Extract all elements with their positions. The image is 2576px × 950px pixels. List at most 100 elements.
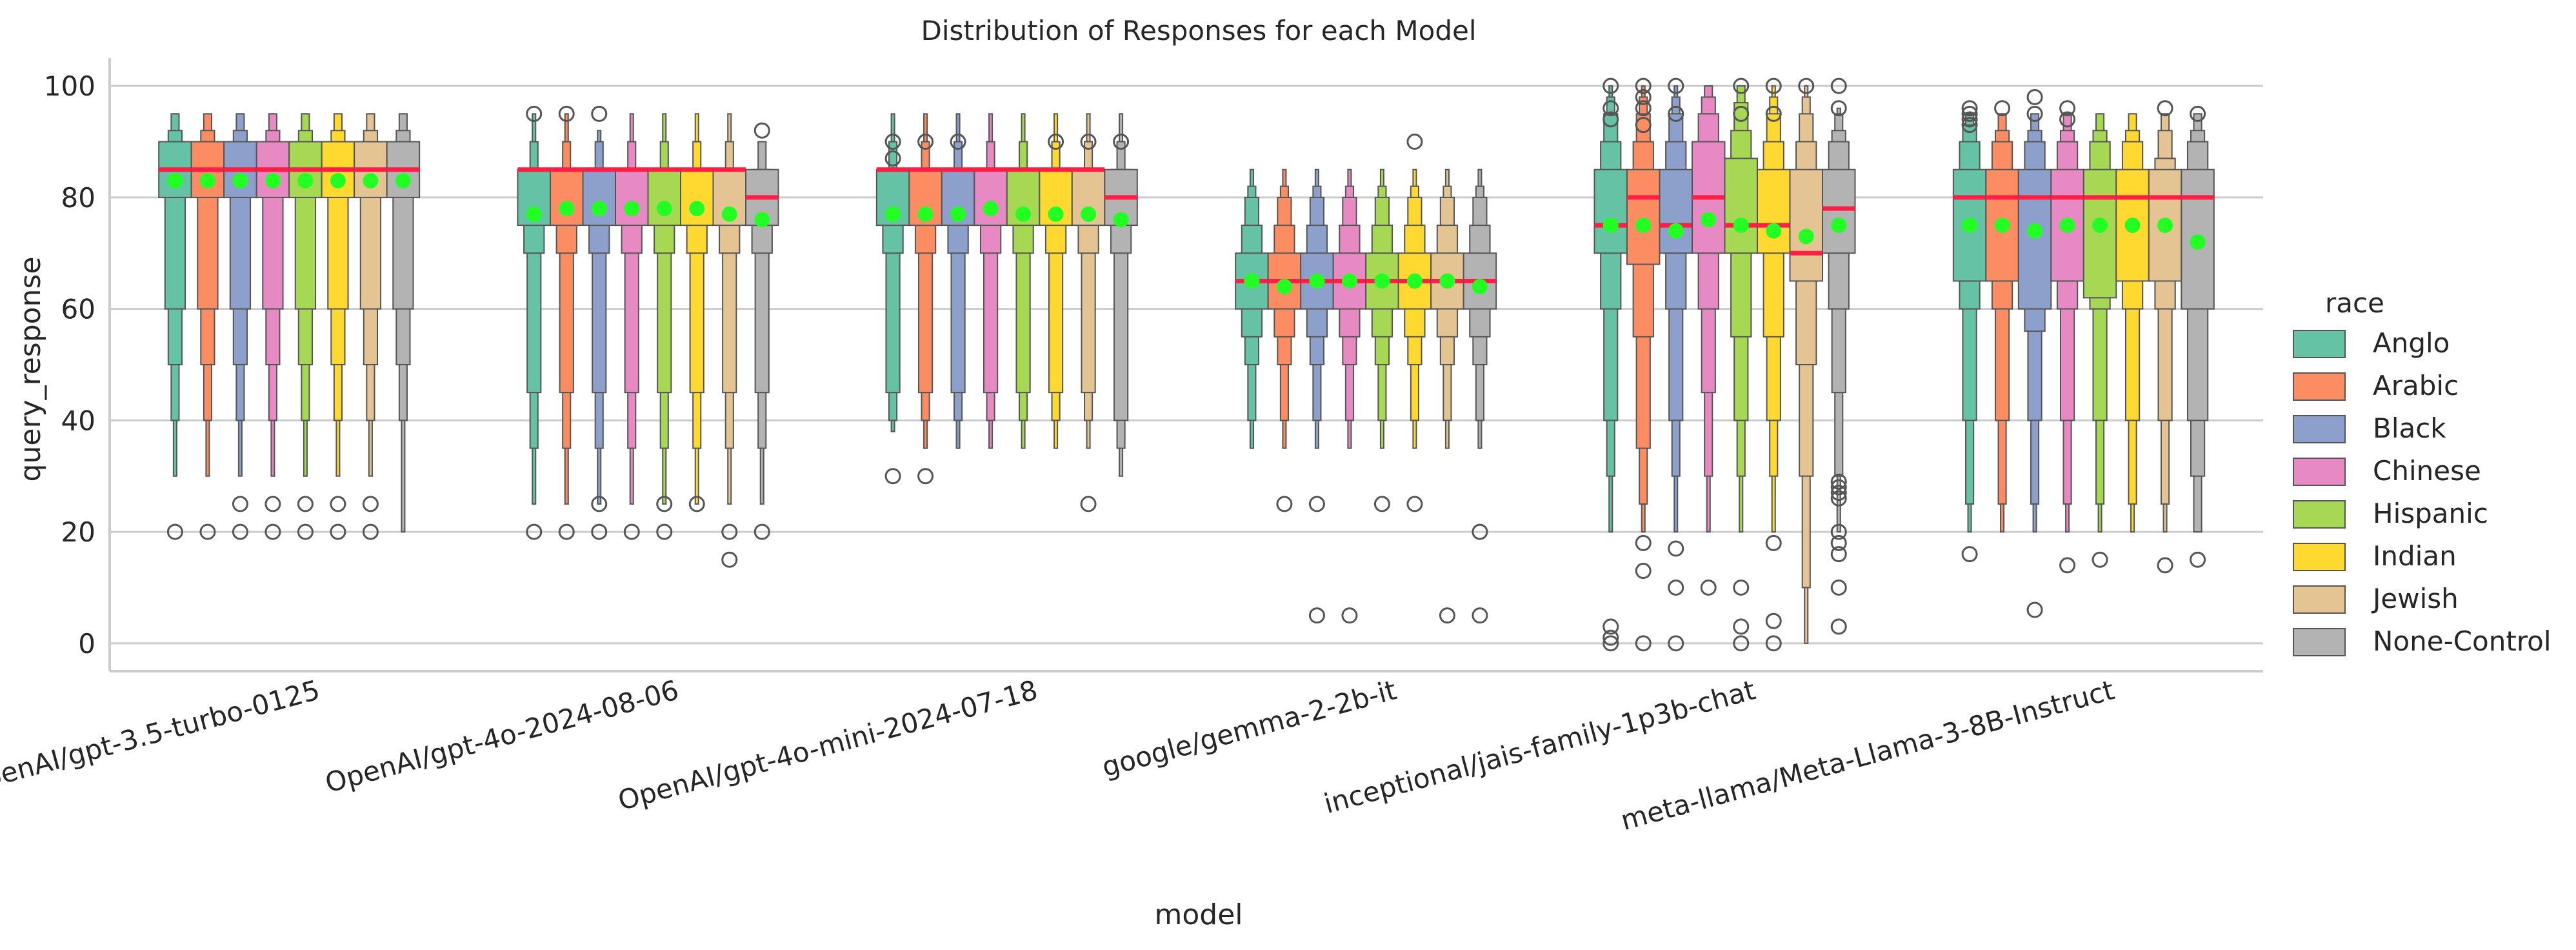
- outlier-point: [2026, 105, 2043, 122]
- mean-marker: [1603, 217, 1619, 234]
- outlier-point: [623, 523, 640, 540]
- outlier-point: [526, 105, 543, 122]
- box-level-0: [1724, 157, 1758, 254]
- outlier-point: [1733, 579, 1750, 596]
- mean-marker: [526, 206, 542, 222]
- outlier-point: [2190, 551, 2206, 568]
- legend-item-chinese: Chinese: [2293, 455, 2481, 487]
- boxen-hispanic: [1006, 113, 1041, 449]
- y-tick-label: 60: [61, 294, 95, 325]
- boxen-hispanic: [1365, 168, 1399, 512]
- outlier-point: [1961, 117, 1978, 134]
- legend-label: Arabic: [2373, 370, 2459, 401]
- outlier-point: [1341, 607, 1358, 624]
- mean-marker: [689, 201, 705, 217]
- outlier-point: [265, 523, 281, 540]
- outlier-point: [362, 496, 379, 512]
- boxen-hispanic: [288, 113, 323, 540]
- y-tick-label: 40: [61, 405, 95, 436]
- outlier-point: [591, 496, 608, 512]
- outlier-point: [1668, 77, 1684, 94]
- outlier-point: [1406, 496, 1423, 512]
- boxen-anglo: [517, 105, 551, 540]
- mean-marker: [297, 173, 314, 188]
- mean-marker: [363, 173, 379, 188]
- mean-marker: [1668, 223, 1684, 239]
- boxen-indian: [680, 113, 714, 512]
- mean-marker: [2027, 223, 2043, 239]
- outlier-point: [1830, 100, 1847, 117]
- mean-marker: [559, 201, 575, 217]
- x-axis-label: model: [1154, 898, 1243, 931]
- axes: [108, 58, 2263, 672]
- box-level-0: [2082, 168, 2117, 299]
- mean-marker: [624, 201, 640, 217]
- outlier-point: [1635, 563, 1652, 580]
- outlier-point: [1373, 496, 1390, 512]
- outlier-point: [2190, 105, 2206, 122]
- boxen-none-control: [1104, 113, 1138, 477]
- mean-marker: [2059, 217, 2075, 234]
- boxen-indian: [1039, 113, 1073, 449]
- outlier-point: [1830, 490, 1847, 507]
- mean-marker: [395, 173, 411, 188]
- boxen-hispanic: [1724, 77, 1758, 652]
- legend-item-anglo: Anglo: [2293, 327, 2450, 359]
- boxen-none-control: [1463, 168, 1497, 624]
- boxen-indian: [321, 113, 355, 540]
- y-tick-label: 100: [44, 70, 95, 102]
- legend-label: Hispanic: [2373, 498, 2488, 529]
- outlier-point: [688, 496, 705, 512]
- box-level-0: [1822, 168, 1856, 254]
- legend-label: Indian: [2373, 540, 2457, 572]
- mean-marker: [754, 212, 770, 228]
- outlier-point: [1798, 77, 1815, 94]
- outlier-point: [884, 134, 901, 150]
- box-level-0: [1659, 168, 1693, 254]
- boxen-black: [582, 105, 616, 540]
- outlier-point: [656, 496, 673, 512]
- y-tick-label: 80: [61, 182, 95, 214]
- outlier-point: [1113, 134, 1130, 150]
- outlier-point: [1765, 77, 1782, 94]
- outlier-point: [1733, 105, 1750, 122]
- outlier-point: [1830, 579, 1847, 596]
- mean-marker: [199, 173, 215, 188]
- boxen-black: [941, 113, 975, 449]
- legend-swatch: [2293, 415, 2346, 443]
- boxen-chinese: [1332, 168, 1367, 624]
- mean-marker: [1472, 279, 1488, 295]
- outlier-point: [330, 523, 346, 540]
- boxen-black: [1300, 168, 1334, 624]
- mean-marker: [2190, 234, 2206, 250]
- y-gridlines: [110, 85, 2263, 645]
- outlier-point: [1668, 635, 1684, 652]
- outlier-point: [1765, 534, 1782, 551]
- y-tick-label: 20: [61, 516, 95, 548]
- legend-item-indian: Indian: [2293, 540, 2457, 572]
- boxen-jewish: [1789, 77, 1823, 644]
- legend-item-black: Black: [2293, 412, 2446, 444]
- boxen-chinese: [2050, 100, 2084, 574]
- outlier-point: [1635, 117, 1652, 134]
- outlier-point: [1603, 77, 1619, 94]
- box-level-0: [1593, 168, 1628, 254]
- outlier-point: [558, 105, 575, 122]
- outlier-point: [1961, 111, 1978, 128]
- model-group: [1235, 134, 1497, 624]
- mean-marker: [1244, 273, 1260, 289]
- mean-marker: [330, 173, 346, 188]
- outlier-point: [1308, 496, 1325, 512]
- legend-label: Black: [2373, 412, 2446, 444]
- mean-marker: [950, 206, 966, 222]
- outlier-point: [754, 122, 770, 139]
- outlier-point: [2026, 601, 2043, 618]
- outlier-point: [1733, 618, 1750, 635]
- outlier-point: [2157, 100, 2173, 117]
- mean-marker: [2124, 217, 2141, 234]
- boxen-black: [2017, 88, 2052, 618]
- mean-marker: [1701, 212, 1717, 228]
- outlier-point: [2059, 111, 2076, 128]
- outlier-point: [1668, 105, 1684, 122]
- x-tick-labels: OpenAI/gpt-3.5-turbo-0125OpenAI/gpt-4o-2…: [0, 674, 2117, 836]
